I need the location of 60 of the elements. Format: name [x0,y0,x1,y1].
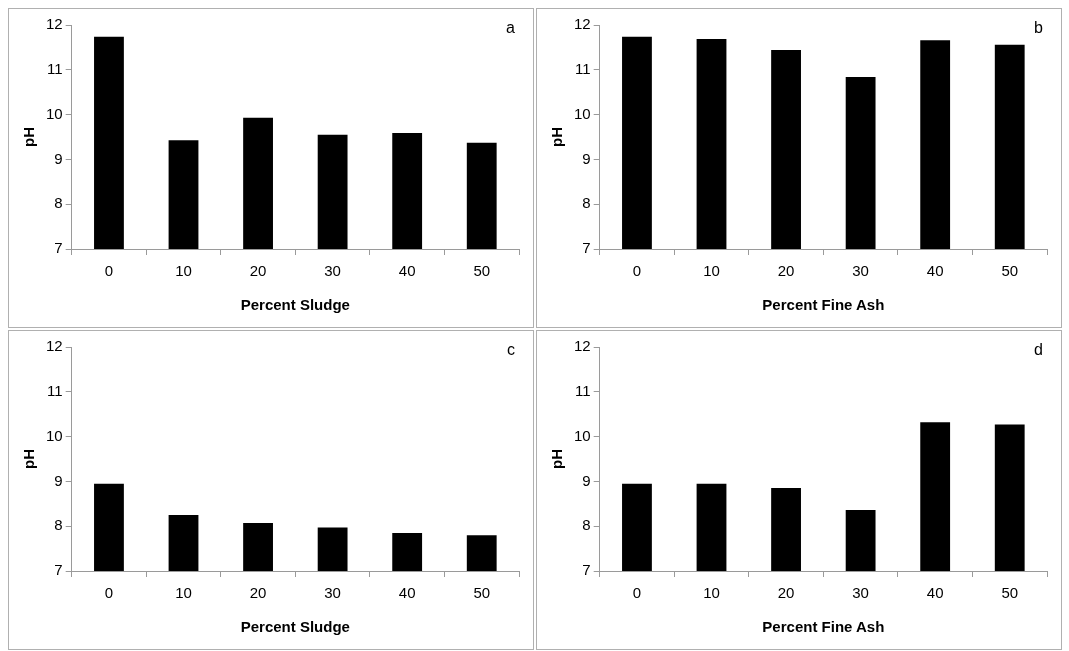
x-tick-label: 50 [473,584,491,602]
x-tick-label: 50 [1001,584,1019,602]
x-tick-label: 20 [777,262,795,280]
x-tick-label: 40 [398,584,416,602]
x-tick-label: 20 [249,584,267,602]
x-tick-label: 50 [1001,262,1019,280]
x-tick-label: 30 [324,262,341,280]
y-tick-label: 11 [47,59,63,77]
x-tick-label: 0 [104,584,114,602]
x-axis-title: Percent Sludge [240,618,350,636]
y-axis-title: pH [20,127,38,147]
x-tick-label: 40 [926,584,944,602]
y-tick-label: 8 [54,516,63,534]
y-tick-label: 12 [574,15,591,33]
y-axis-title: pH [548,127,566,147]
x-tick-label: 10 [703,262,720,280]
x-axis-title: Percent Fine Ash [762,296,885,314]
y-tick-label: 10 [574,104,591,122]
y-tick-label: 12 [46,15,63,33]
y-tick-label: 10 [46,426,63,444]
y-tick-label: 10 [46,104,63,122]
annotation: d [1034,341,1043,359]
y-tick-label: 8 [582,516,591,534]
y-tick-label: 11 [47,381,63,399]
y-axis-title: pH [548,449,566,469]
x-tick-label: 20 [777,584,795,602]
x-tick-label: 0 [104,262,114,280]
annotation: a [506,19,516,37]
y-tick-label: 8 [582,194,591,212]
x-tick-label: 10 [703,584,720,602]
x-tick-label: 0 [632,584,642,602]
y-tick-label: 7 [582,239,591,257]
y-tick-label: 7 [54,239,63,257]
annotation: c [507,341,515,359]
y-tick-label: 8 [54,194,63,212]
y-tick-label: 12 [46,337,63,355]
x-tick-label: 10 [175,584,192,602]
y-tick-label: 12 [574,337,591,355]
x-tick-label: 10 [175,262,192,280]
y-tick-label: 9 [582,149,591,167]
x-axis-title: Percent Sludge [240,296,350,314]
annotation: b [1034,19,1044,37]
x-tick-label: 0 [632,262,642,280]
y-tick-label: 7 [582,561,591,579]
x-tick-label: 20 [249,262,267,280]
x-tick-label: 30 [852,262,869,280]
y-tick-label: 9 [582,471,591,489]
y-axis-title: pH [20,449,38,469]
y-tick-label: 10 [574,426,591,444]
x-axis-title: Percent Fine Ash [762,618,885,636]
x-tick-label: 30 [324,584,341,602]
x-tick-label: 30 [852,584,869,602]
x-tick-label: 50 [473,262,491,280]
y-tick-label: 9 [54,149,63,167]
y-tick-label: 11 [575,59,591,77]
x-tick-label: 40 [926,262,944,280]
x-tick-label: 40 [398,262,416,280]
y-tick-label: 9 [54,471,63,489]
y-tick-label: 7 [54,561,63,579]
y-tick-label: 11 [575,381,591,399]
